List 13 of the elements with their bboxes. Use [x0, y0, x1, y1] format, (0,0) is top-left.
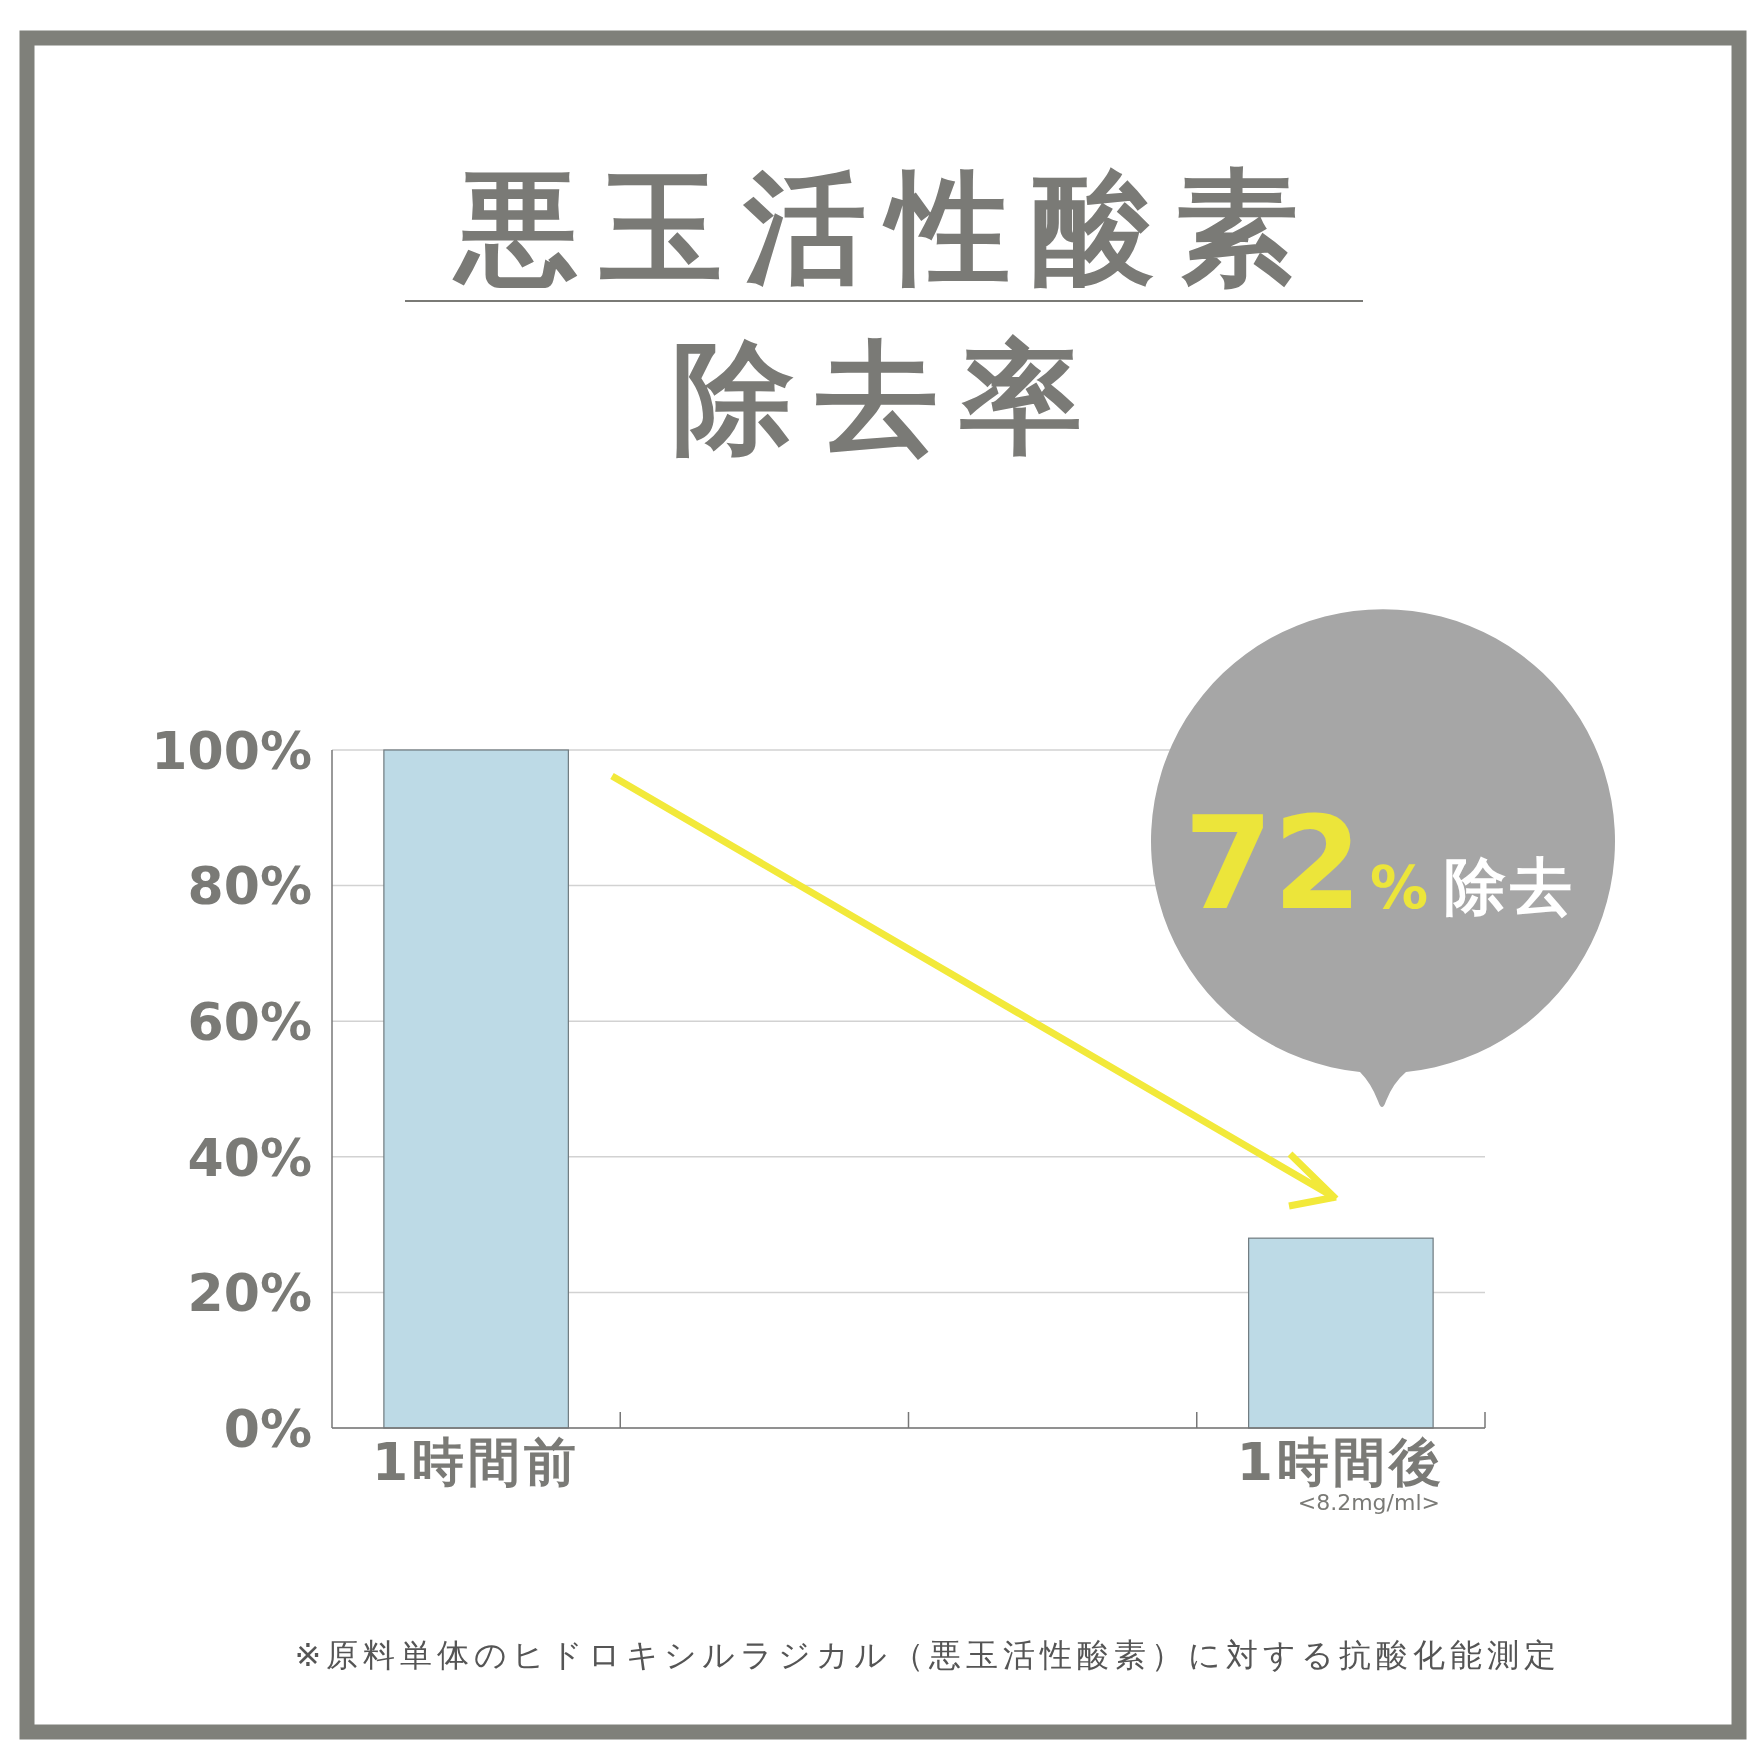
y-tick-label: 60% — [187, 991, 312, 1052]
y-tick-label: 100% — [151, 720, 312, 781]
annotation: 72% 除去 — [1183, 789, 1577, 938]
y-tick-label: 20% — [187, 1263, 312, 1324]
y-tick-label: 80% — [187, 856, 312, 917]
y-tick-label: 0% — [223, 1398, 312, 1459]
x-tick-label: 1時間後 — [1236, 1432, 1445, 1492]
y-tick-label: 40% — [187, 1127, 312, 1188]
text: <8.2mg/ml> — [1297, 1490, 1440, 1515]
text: ※原料単体のヒドロキシルラジカル（悪玉活性酸素）に対する抗酸化能測定 — [294, 1636, 1562, 1674]
x-tick-label: 1時間前 — [372, 1432, 581, 1492]
chart-subtitle: 除去率 — [672, 327, 1104, 469]
chart-title: 悪玉活性酸素 — [452, 157, 1320, 299]
